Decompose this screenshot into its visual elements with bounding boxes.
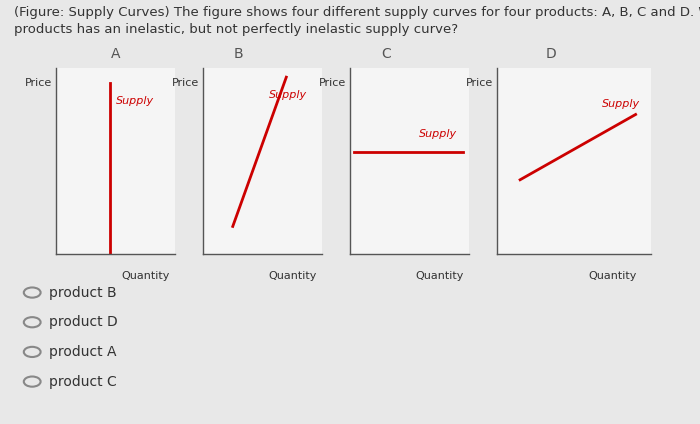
Text: Quantity: Quantity	[268, 271, 316, 282]
Text: product B: product B	[49, 285, 117, 300]
Text: Price: Price	[25, 78, 52, 88]
Text: D: D	[545, 47, 557, 61]
Text: products has an inelastic, but not perfectly inelastic supply curve?: products has an inelastic, but not perfe…	[14, 23, 458, 36]
Text: Price: Price	[319, 78, 346, 88]
Text: Supply: Supply	[419, 129, 457, 139]
Text: B: B	[234, 47, 244, 61]
Text: Quantity: Quantity	[121, 271, 169, 282]
Text: A: A	[111, 47, 120, 61]
Text: product A: product A	[49, 345, 116, 359]
Text: C: C	[381, 47, 391, 61]
Text: (Figure: Supply Curves) The figure shows four different supply curves for four p: (Figure: Supply Curves) The figure shows…	[14, 6, 700, 20]
Text: product C: product C	[49, 374, 117, 389]
Text: Quantity: Quantity	[588, 271, 637, 282]
Text: Quantity: Quantity	[415, 271, 463, 282]
Text: Supply: Supply	[602, 99, 640, 109]
Text: Price: Price	[172, 78, 199, 88]
Text: product D: product D	[49, 315, 118, 329]
Text: Supply: Supply	[269, 90, 307, 100]
Text: Price: Price	[466, 78, 494, 88]
Text: Supply: Supply	[116, 96, 153, 106]
